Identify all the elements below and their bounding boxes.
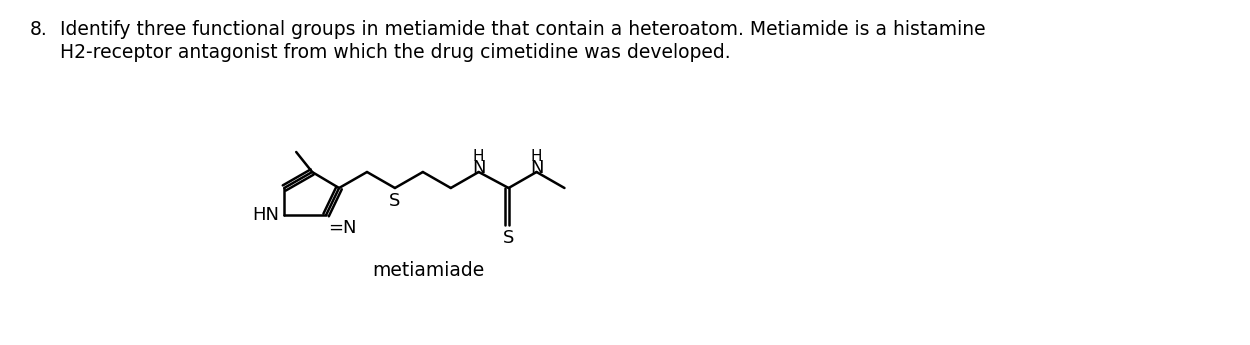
Text: Identify three functional groups in metiamide that contain a heteroatom. Metiami: Identify three functional groups in meti… [60, 20, 985, 39]
Text: metiamiade: metiamiade [372, 260, 485, 279]
Text: N: N [472, 159, 485, 177]
Text: N: N [530, 159, 544, 177]
Text: =N: =N [328, 219, 356, 237]
Text: HN: HN [253, 206, 279, 224]
Text: S: S [503, 229, 514, 247]
Text: 8.: 8. [30, 20, 48, 39]
Text: H: H [531, 148, 542, 164]
Text: H2-receptor antagonist from which the drug cimetidine was developed.: H2-receptor antagonist from which the dr… [60, 43, 730, 62]
Text: H: H [472, 148, 485, 164]
Text: S: S [389, 192, 400, 210]
